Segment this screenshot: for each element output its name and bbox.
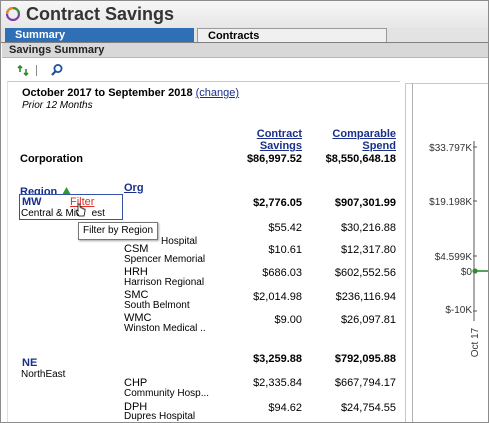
- org-spend: $667,794.17: [334, 377, 396, 389]
- refresh-icon[interactable]: [17, 64, 30, 77]
- region-name-ne: NorthEast: [21, 369, 66, 380]
- region-name-mw-part1: Central & Mid: [21, 208, 82, 219]
- app-logo-icon: [6, 7, 20, 21]
- y-tick-label: $0: [460, 267, 472, 278]
- org-column-header[interactable]: Org: [124, 182, 144, 194]
- panel-title: Savings Summary: [2, 43, 488, 58]
- region-ne-savings: $3,259.88: [253, 353, 302, 365]
- org-name: Dupres Hospital: [124, 411, 196, 422]
- tab-contracts[interactable]: Contracts: [197, 28, 387, 42]
- y-tick-label: $4.599K: [434, 252, 472, 263]
- search-icon[interactable]: [50, 63, 64, 77]
- corporation-savings: $86,997.52: [246, 153, 302, 165]
- org-name: Community Hosp...: [124, 388, 210, 399]
- contract-savings-header[interactable]: Contract Savings: [257, 128, 302, 152]
- data-point: [472, 268, 478, 274]
- org-code[interactable]: WMC: [124, 312, 152, 324]
- x-tick-label: Oct 17: [470, 327, 482, 358]
- region-row-mw-highlight[interactable]: [19, 194, 123, 220]
- series-line: [472, 268, 488, 274]
- comparable-spend-header-line1: Comparable: [332, 128, 396, 140]
- org-code[interactable]: CSM: [124, 243, 149, 255]
- org-savings: $2,014.98: [253, 291, 302, 303]
- chart-axis: [473, 141, 477, 321]
- org-code[interactable]: SMC: [124, 289, 149, 301]
- org-name: Harrison Regional: [124, 277, 205, 288]
- toolbar-separator: [36, 65, 37, 76]
- org-name: Winston Medical ..: [124, 323, 206, 334]
- org-name: South Belmont: [124, 300, 190, 311]
- org-code[interactable]: DPH: [124, 401, 148, 413]
- y-tick-label: $19.198K: [429, 197, 472, 208]
- region-mw-savings: $2,776.05: [253, 197, 302, 209]
- org-spend: $12,317.80: [340, 244, 396, 256]
- org-spend: $602,552.56: [334, 267, 396, 279]
- filter-tooltip: Filter by Region: [78, 222, 158, 240]
- region-mw-spend: $907,301.99: [334, 197, 396, 209]
- date-range: October 2017 to September 2018 (change): [22, 87, 239, 99]
- org-spend: $26,097.81: [340, 314, 396, 326]
- chart-panel: [405, 83, 488, 422]
- contract-savings-header-line1: Contract: [256, 128, 302, 140]
- region-code-ne[interactable]: NE: [22, 357, 38, 369]
- title-bar: [1, 1, 488, 28]
- summary-content: [7, 81, 400, 422]
- org-savings: $9.00: [274, 314, 302, 326]
- filter-region-link[interactable]: Filter: [70, 196, 95, 208]
- y-tick-label: $33.797K: [429, 143, 472, 154]
- period-subtitle: Prior 12 Months: [22, 100, 93, 111]
- region-code-mw[interactable]: MW: [22, 196, 42, 208]
- org-savings: $55.42: [268, 222, 302, 234]
- org-code[interactable]: HRH: [124, 266, 148, 278]
- sort-ascending-icon[interactable]: [61, 187, 71, 195]
- org-spend: $236,116.94: [335, 291, 396, 303]
- org-savings: $686.03: [262, 267, 302, 279]
- org-spend: $30,216.88: [340, 222, 396, 234]
- org-name: Spencer Memorial: [124, 254, 206, 265]
- org-spend: $24,754.55: [340, 402, 396, 414]
- tab-summary[interactable]: Summary: [5, 28, 194, 42]
- y-tick-label: $-10K: [445, 305, 472, 316]
- org-savings: $10.61: [268, 244, 302, 256]
- region-name-mw-part2: est: [91, 208, 105, 219]
- date-range-text: October 2017 to September 2018: [22, 87, 193, 99]
- chart-area: [412, 83, 488, 422]
- org-code[interactable]: CHP: [124, 377, 148, 389]
- app-title: Contract Savings: [26, 4, 175, 24]
- corporation-label: Corporation: [20, 153, 83, 165]
- tab-bar: Summary Contracts: [1, 28, 488, 43]
- comparable-spend-header[interactable]: Comparable Spend: [332, 128, 396, 152]
- contract-savings-header-line2: Savings: [259, 140, 302, 152]
- region-ne-spend: $792,095.88: [334, 353, 396, 365]
- change-period-link[interactable]: (change): [195, 87, 240, 99]
- org-name: Hospital: [161, 236, 198, 247]
- comparable-spend-header-line2: Spend: [362, 140, 396, 152]
- region-name-mw: Central & Mid est: [21, 208, 105, 219]
- org-savings: $2,335.84: [253, 377, 302, 389]
- org-savings: $94.62: [268, 402, 302, 414]
- x-tick-label-wrap: Oct 17: [469, 327, 483, 361]
- corporation-spend: $8,550,648.18: [325, 153, 396, 165]
- hand-cursor-icon: [75, 203, 86, 217]
